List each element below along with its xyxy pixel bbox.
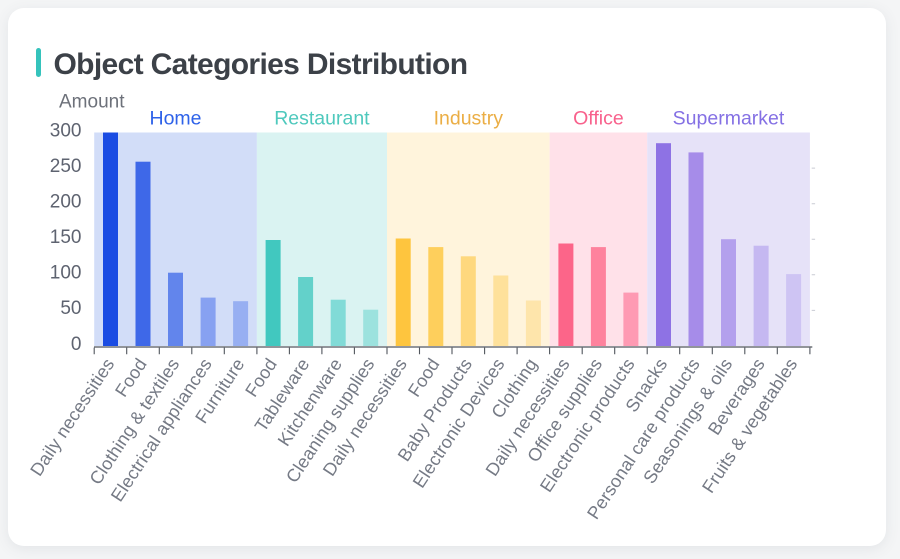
svg-text:Office: Office [573, 108, 624, 130]
svg-text:Supermarket: Supermarket [673, 108, 785, 130]
svg-text:Home: Home [149, 108, 201, 130]
svg-text:150: 150 [50, 227, 82, 248]
svg-text:Amount: Amount [59, 92, 125, 113]
svg-text:0: 0 [71, 334, 82, 355]
svg-text:200: 200 [50, 192, 82, 213]
svg-text:300: 300 [50, 120, 82, 141]
svg-text:Industry: Industry [434, 108, 504, 130]
svg-text:250: 250 [50, 156, 82, 177]
svg-text:Restaurant: Restaurant [274, 108, 370, 130]
svg-text:100: 100 [50, 263, 82, 284]
svg-text:50: 50 [60, 298, 81, 319]
